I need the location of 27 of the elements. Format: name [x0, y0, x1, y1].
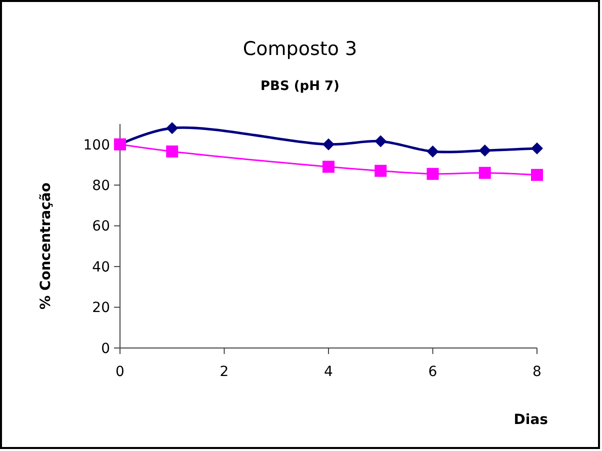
x-tick-label: 6	[428, 364, 438, 380]
point	[426, 168, 439, 180]
chart-title: Composto 3	[242, 38, 358, 60]
x-tick-label: 0	[116, 364, 124, 380]
point	[531, 142, 543, 154]
y-tick-label: 0	[101, 340, 110, 357]
point	[166, 122, 178, 134]
y-tick-label: 100	[83, 137, 110, 154]
x-tick-label: 2	[220, 364, 229, 380]
point	[478, 144, 491, 156]
point	[426, 145, 439, 158]
point	[374, 164, 387, 177]
x-tick-label: 4	[324, 364, 334, 380]
chart-subtitle: PBS (pH 7)	[260, 79, 340, 94]
point	[374, 135, 387, 148]
point	[478, 166, 491, 179]
x-tick-label: 8	[532, 364, 542, 380]
point	[322, 138, 334, 150]
y-tick-label: 80	[92, 178, 110, 194]
point	[322, 160, 334, 173]
x-axis-title: Dias	[514, 412, 548, 428]
y-tick-label: 60	[92, 218, 110, 235]
point	[531, 168, 543, 181]
y-tick-label: 40	[92, 259, 110, 276]
y-tick-label: 20	[92, 300, 110, 316]
point	[166, 145, 178, 158]
y-axis-title: % Concentração	[38, 182, 54, 310]
